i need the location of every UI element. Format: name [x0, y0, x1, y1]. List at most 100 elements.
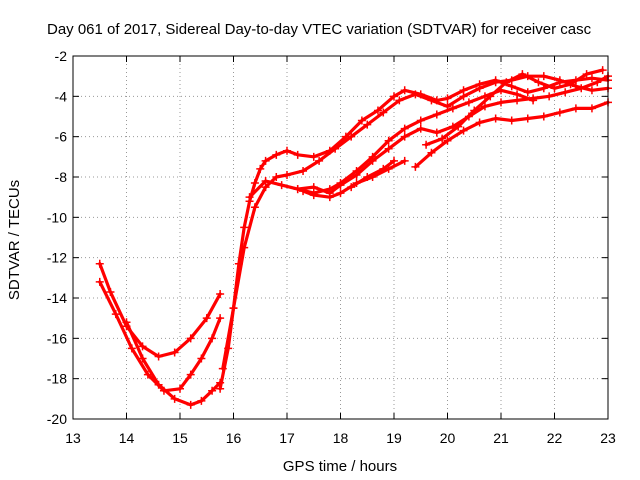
data-point — [127, 344, 136, 353]
data-point — [299, 187, 308, 196]
y-tick-label: -16 — [47, 330, 67, 346]
satellite-track-e — [221, 74, 610, 371]
x-tick-label: 15 — [172, 430, 188, 446]
data-point — [336, 181, 345, 190]
y-tick-label: -20 — [47, 411, 67, 427]
y-tick-label: -2 — [55, 48, 68, 64]
data-point — [571, 104, 580, 113]
data-point — [555, 108, 564, 117]
data-point — [106, 287, 115, 296]
grid — [73, 56, 608, 419]
data-point — [539, 112, 548, 121]
data-point — [272, 150, 281, 159]
data-point — [352, 170, 361, 179]
data-point — [245, 193, 254, 202]
data-point — [240, 223, 249, 232]
data-point — [143, 370, 152, 379]
data-point — [240, 243, 249, 252]
data-point — [577, 84, 586, 93]
data-point — [216, 384, 225, 393]
data-point — [427, 96, 436, 105]
data-point — [357, 116, 366, 125]
data-point — [432, 110, 441, 119]
data-point — [475, 118, 484, 127]
data-point — [459, 126, 468, 135]
y-tick-label: -12 — [47, 250, 67, 266]
data-point — [432, 128, 441, 137]
data-point — [395, 96, 404, 105]
x-tick-label: 19 — [386, 430, 402, 446]
data-point — [293, 150, 302, 159]
data-point — [347, 183, 356, 192]
data-point — [250, 179, 259, 188]
axis-ticks: 13 14 15 16 17 18 19 20 21 22 23 -20 -18 -16 -14 -12 -10… — [47, 48, 616, 446]
x-tick-label: 17 — [279, 430, 295, 446]
data-point — [218, 364, 227, 373]
data-point — [347, 132, 356, 141]
data-point — [309, 183, 318, 192]
data-point — [363, 120, 372, 129]
data-point — [459, 92, 468, 101]
data-point — [497, 98, 505, 107]
data-point — [416, 116, 425, 125]
data-point — [582, 70, 591, 79]
data-point — [400, 156, 409, 165]
data-point — [513, 96, 522, 105]
y-tick-label: -8 — [55, 169, 68, 185]
data-point — [216, 289, 225, 298]
data-point — [186, 334, 195, 343]
data-point — [400, 86, 409, 95]
data-point — [529, 94, 538, 103]
data-point — [390, 156, 398, 165]
y-tick-label: -14 — [47, 290, 67, 306]
data-point — [475, 84, 484, 93]
data-point — [368, 156, 377, 165]
data-point — [309, 152, 318, 161]
data-point — [95, 259, 104, 268]
satellite-track-a — [98, 262, 222, 359]
data-point — [111, 310, 120, 319]
data-point — [566, 80, 575, 89]
data-point — [261, 177, 270, 186]
data-point — [197, 396, 206, 405]
data-point — [545, 92, 554, 101]
data-point — [373, 106, 382, 115]
data-point — [480, 102, 489, 111]
data-point — [283, 146, 291, 155]
x-tick-label: 13 — [65, 430, 81, 446]
x-tick-label: 18 — [333, 430, 349, 446]
data-point — [464, 98, 473, 107]
data-point — [491, 78, 500, 87]
data-point — [550, 84, 559, 93]
y-axis-label: SDTVAR / TECUs — [6, 180, 23, 300]
data-point — [299, 166, 308, 175]
satellite-track-k — [424, 68, 605, 147]
data-point — [384, 144, 393, 153]
data-point — [448, 104, 457, 113]
data-point — [261, 156, 270, 165]
y-tick-label: -10 — [47, 209, 67, 225]
data-point — [416, 124, 425, 133]
data-point — [502, 78, 511, 87]
x-tick-label: 21 — [493, 430, 509, 446]
data-point — [176, 384, 184, 393]
data-point — [400, 132, 409, 141]
y-tick-label: -18 — [47, 371, 67, 387]
data-point — [443, 136, 452, 145]
data-point — [443, 94, 452, 103]
x-tick-label: 20 — [440, 430, 456, 446]
x-tick-label: 22 — [547, 430, 563, 446]
data-point — [379, 164, 388, 173]
data-point — [331, 144, 340, 153]
data-point — [309, 191, 318, 200]
data-point — [422, 140, 431, 149]
x-tick-label: 23 — [600, 430, 616, 446]
data-point — [400, 124, 409, 133]
x-tick-label: 14 — [119, 430, 135, 446]
data-point — [293, 185, 302, 194]
data-point — [336, 189, 345, 198]
data-point — [315, 156, 324, 165]
data-point — [283, 170, 291, 179]
data-point — [411, 90, 420, 99]
